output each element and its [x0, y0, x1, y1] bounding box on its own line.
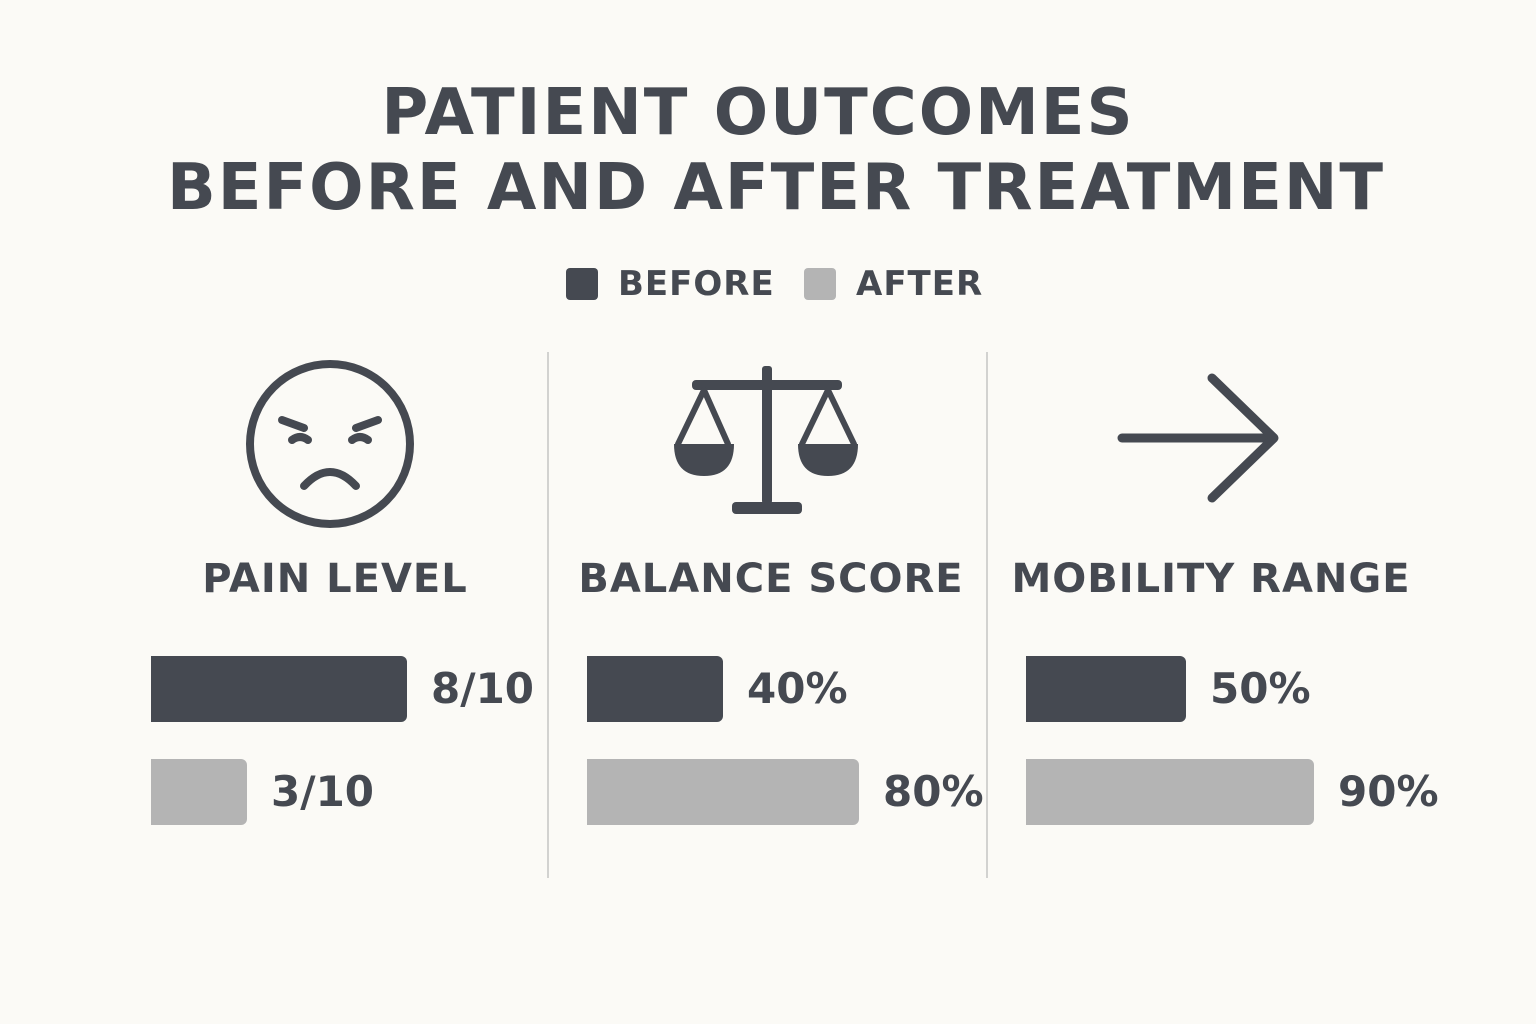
bar-before-mobility-range [1026, 656, 1186, 722]
bar-after-mobility-range [1026, 759, 1314, 825]
bar-before-pain-level [151, 656, 407, 722]
data-label-after-balance-score: 80% [883, 767, 984, 816]
legend-label-after: AFTER [856, 264, 984, 304]
data-label-before-balance-score: 40% [747, 664, 848, 713]
panel-divider [986, 352, 988, 878]
sad-face-icon [244, 358, 416, 530]
panel-title-balance-score: BALANCE SCORE [578, 556, 964, 602]
chart-title-line-2: BEFORE AND AFTER TREATMENT [166, 151, 1386, 225]
panel-title-mobility-range: MOBILITY RANGE [1011, 556, 1411, 602]
legend-swatch-after [804, 268, 836, 300]
legend-label-before: BEFORE [618, 264, 775, 304]
panel-title-pain-level: PAIN LEVEL [202, 556, 468, 602]
balance-scale-icon [670, 364, 862, 516]
data-label-after-mobility-range: 90% [1338, 767, 1439, 816]
bar-before-balance-score [587, 656, 723, 722]
legend: BEFORE AFTER [0, 262, 1536, 306]
chart-title-line-1: PATIENT OUTCOMES [381, 76, 1135, 150]
legend-item-before: BEFORE [566, 262, 775, 306]
arrow-right-icon [1116, 372, 1282, 506]
data-label-before-pain-level: 8/10 [431, 664, 535, 713]
data-label-before-mobility-range: 50% [1210, 664, 1311, 713]
data-label-after-pain-level: 3/10 [271, 767, 375, 816]
bar-after-pain-level [151, 759, 247, 825]
bar-after-balance-score [587, 759, 859, 825]
legend-item-after: AFTER [804, 262, 983, 306]
panel-divider [547, 352, 549, 878]
legend-swatch-before [566, 268, 598, 300]
